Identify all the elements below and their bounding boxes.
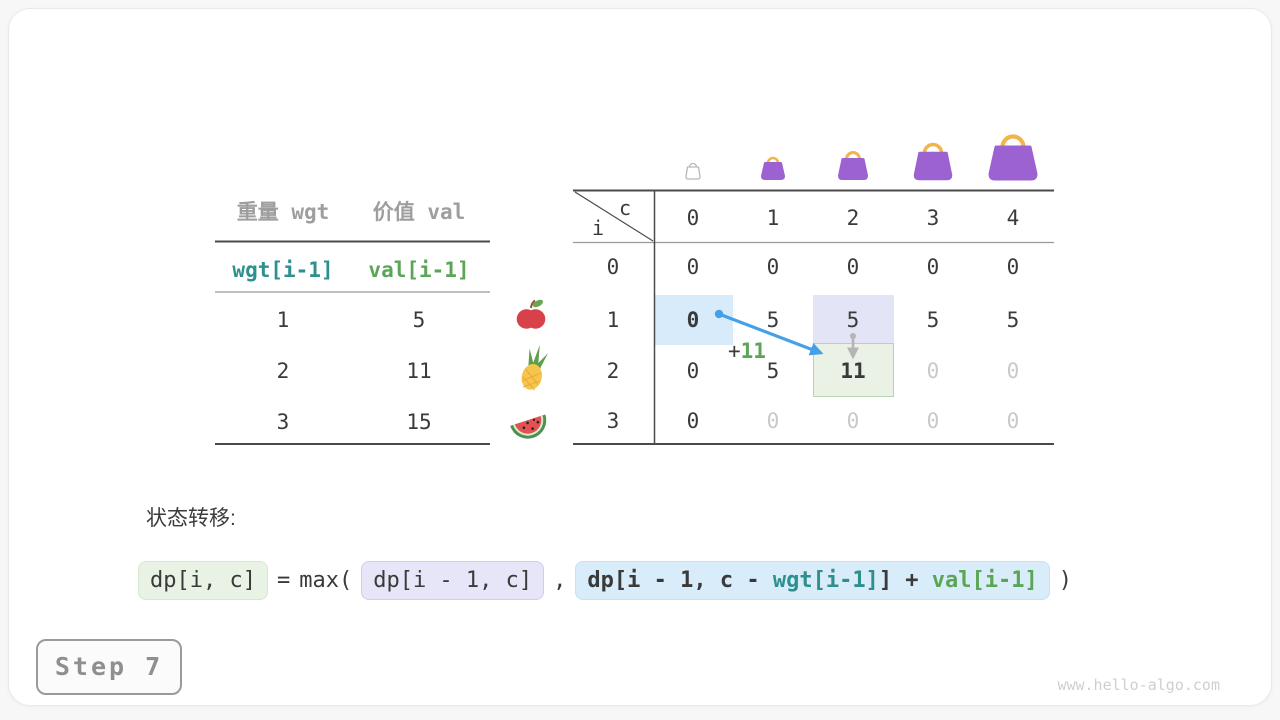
- formula-arg1: dp[i - 1, c]: [361, 561, 545, 600]
- items-col-header-value: 价值 val: [372, 200, 466, 224]
- dp-cell-0-2: 0: [846, 255, 860, 279]
- formula-arg2-mid: ] +: [878, 568, 932, 593]
- dp-cell-3-2: 0: [846, 409, 860, 433]
- formula-arg2-prefix: dp[i - 1, c -: [587, 568, 773, 593]
- dp-cell-3-4: 0: [1006, 409, 1020, 433]
- dp-cell-3-1: 0: [766, 409, 780, 433]
- transition-add-label: +11: [728, 339, 766, 363]
- items-var-wgt: wgt[i-1]: [232, 258, 334, 282]
- step-badge: Step 7: [36, 639, 182, 695]
- dp-col-header: 0: [686, 206, 700, 230]
- item-row-wgt: 2: [276, 359, 290, 383]
- dp-cell-3-3: 0: [926, 409, 940, 433]
- dp-cell-0-3: 0: [926, 255, 940, 279]
- formula-arg2-wgt: wgt[i-1]: [772, 568, 879, 593]
- dp-corner-row-var: i: [591, 216, 605, 240]
- transition-formula: dp[i, c] = max( dp[i - 1, c] , dp[i - 1,…: [138, 561, 1081, 600]
- dp-cell-1-4: 5: [1006, 308, 1020, 332]
- formula-equals: =: [276, 568, 291, 593]
- item-row-val: 5: [412, 308, 426, 332]
- dp-cell-2-0: 0: [686, 359, 700, 383]
- item-row-val: 15: [406, 410, 432, 434]
- formula-lhs: dp[i, c]: [138, 561, 268, 600]
- item-row-val: 11: [406, 359, 432, 383]
- dp-cell-1-3: 5: [926, 308, 940, 332]
- dp-cell-2-4: 0: [1006, 359, 1020, 383]
- dp-cell-1-0: 0: [686, 308, 700, 332]
- dp-cell-2-2: 11: [840, 359, 866, 383]
- dp-cell-0-4: 0: [1006, 255, 1020, 279]
- dp-row-header: 2: [606, 359, 620, 383]
- dp-cell-2-3: 0: [926, 359, 940, 383]
- plus-sign: +: [728, 339, 741, 363]
- transition-heading: 状态转移:: [146, 507, 236, 530]
- watermark: www.hello-algo.com: [1057, 676, 1220, 694]
- dp-col-header: 4: [1006, 206, 1020, 230]
- formula-arg2-val: val[i-1]: [931, 568, 1038, 593]
- dp-cell-0-1: 0: [766, 255, 780, 279]
- items-col-header-weight: 重量 wgt: [236, 200, 330, 224]
- dp-row-header: 0: [606, 255, 620, 279]
- item-row-wgt: 1: [276, 308, 290, 332]
- formula-max-open: max(: [299, 568, 353, 593]
- dp-cell-0-0: 0: [686, 255, 700, 279]
- dp-cell-1-1: 5: [766, 308, 780, 332]
- dp-col-header: 1: [766, 206, 780, 230]
- formula-arg2: dp[i - 1, c - wgt[i-1]] + val[i-1]: [575, 561, 1050, 600]
- items-var-val: val[i-1]: [368, 258, 470, 282]
- dp-corner-col-var: c: [618, 196, 632, 220]
- dp-row-header: 1: [606, 308, 620, 332]
- formula-close-paren: ): [1058, 568, 1073, 593]
- dp-col-header: 3: [926, 206, 940, 230]
- dp-cell-2-1: 5: [766, 359, 780, 383]
- dp-cell-1-2: 5: [846, 308, 860, 332]
- formula-comma: ,: [553, 568, 567, 593]
- item-row-wgt: 3: [276, 410, 290, 434]
- dp-row-header: 3: [606, 409, 620, 433]
- dp-col-header: 2: [846, 206, 860, 230]
- dp-cell-3-0: 0: [686, 409, 700, 433]
- added-value: 11: [740, 339, 766, 363]
